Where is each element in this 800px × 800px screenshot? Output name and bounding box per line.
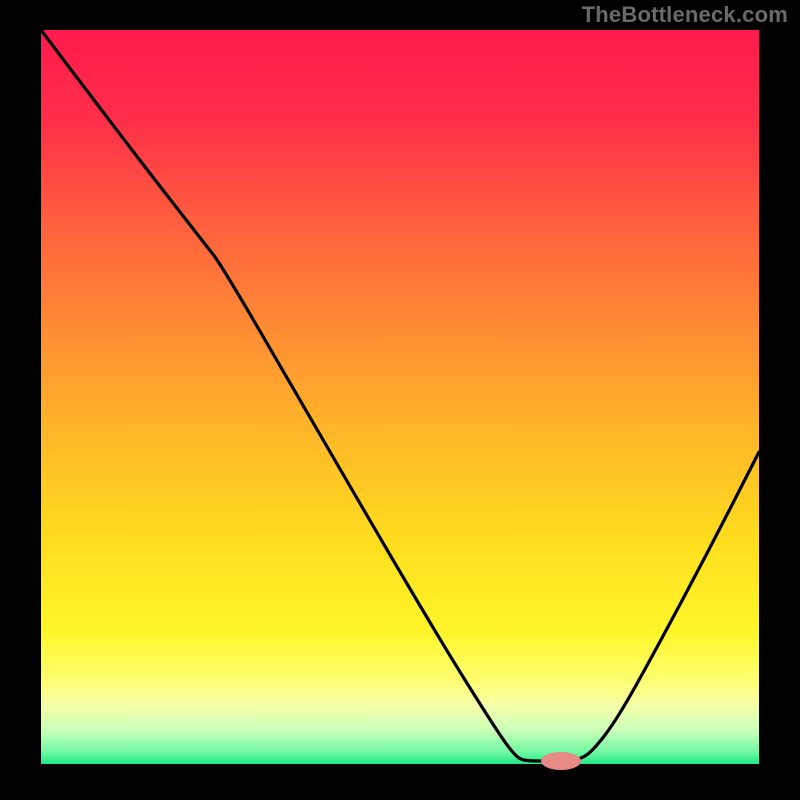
optimum-marker [0,0,800,800]
attribution-label: TheBottleneck.com [582,2,788,28]
chart-root: TheBottleneck.com [0,0,800,800]
